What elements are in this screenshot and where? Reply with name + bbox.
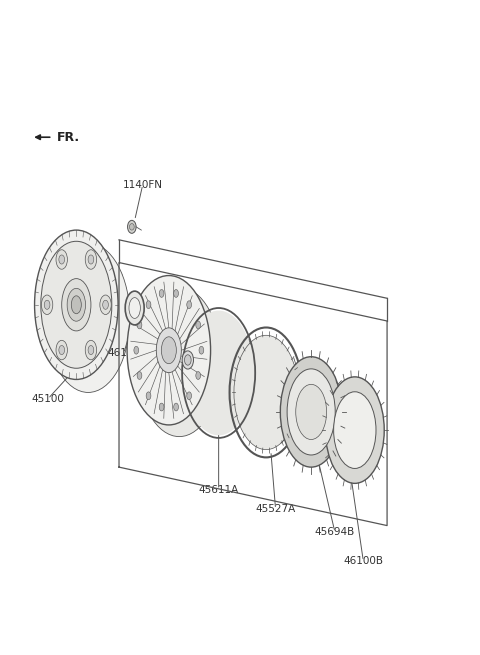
Ellipse shape bbox=[184, 355, 191, 365]
Ellipse shape bbox=[88, 255, 94, 264]
Ellipse shape bbox=[325, 377, 384, 483]
Text: FR.: FR. bbox=[57, 131, 81, 143]
Ellipse shape bbox=[88, 345, 94, 354]
Ellipse shape bbox=[44, 300, 50, 309]
Ellipse shape bbox=[187, 301, 192, 309]
Text: 46130: 46130 bbox=[107, 348, 140, 358]
Ellipse shape bbox=[85, 250, 96, 269]
Text: 45100: 45100 bbox=[31, 394, 64, 404]
Ellipse shape bbox=[137, 321, 142, 329]
Ellipse shape bbox=[125, 291, 144, 325]
Ellipse shape bbox=[137, 288, 221, 437]
Ellipse shape bbox=[234, 335, 298, 449]
Text: 45527A: 45527A bbox=[255, 504, 296, 514]
Ellipse shape bbox=[134, 346, 139, 354]
Text: 46100B: 46100B bbox=[343, 556, 384, 567]
Ellipse shape bbox=[130, 223, 134, 230]
Ellipse shape bbox=[146, 392, 151, 400]
Ellipse shape bbox=[161, 337, 176, 364]
Ellipse shape bbox=[41, 295, 53, 314]
Ellipse shape bbox=[156, 328, 181, 373]
Ellipse shape bbox=[199, 346, 204, 354]
Ellipse shape bbox=[56, 250, 67, 269]
Text: 45694B: 45694B bbox=[315, 527, 355, 537]
Ellipse shape bbox=[280, 357, 342, 467]
Ellipse shape bbox=[146, 301, 151, 309]
Ellipse shape bbox=[137, 371, 142, 379]
Ellipse shape bbox=[187, 392, 192, 400]
Ellipse shape bbox=[67, 288, 85, 321]
Text: 1140FN: 1140FN bbox=[123, 179, 163, 189]
Ellipse shape bbox=[334, 392, 376, 468]
Ellipse shape bbox=[35, 230, 118, 379]
Ellipse shape bbox=[287, 369, 335, 455]
Ellipse shape bbox=[59, 345, 64, 354]
Ellipse shape bbox=[182, 351, 193, 369]
Ellipse shape bbox=[174, 403, 179, 411]
Ellipse shape bbox=[196, 321, 201, 329]
Ellipse shape bbox=[100, 295, 111, 314]
Text: 45611A: 45611A bbox=[199, 485, 239, 495]
Ellipse shape bbox=[196, 371, 201, 379]
Ellipse shape bbox=[56, 341, 67, 360]
Ellipse shape bbox=[129, 297, 140, 318]
Ellipse shape bbox=[159, 290, 164, 297]
Ellipse shape bbox=[41, 241, 112, 368]
Ellipse shape bbox=[59, 255, 64, 264]
Ellipse shape bbox=[174, 290, 179, 297]
Ellipse shape bbox=[62, 278, 91, 331]
Ellipse shape bbox=[128, 220, 136, 233]
Ellipse shape bbox=[183, 310, 254, 436]
Ellipse shape bbox=[47, 243, 130, 392]
Ellipse shape bbox=[127, 276, 211, 425]
Ellipse shape bbox=[85, 341, 96, 360]
Ellipse shape bbox=[159, 403, 164, 411]
Ellipse shape bbox=[296, 384, 326, 440]
Ellipse shape bbox=[72, 296, 81, 314]
Ellipse shape bbox=[103, 300, 108, 309]
